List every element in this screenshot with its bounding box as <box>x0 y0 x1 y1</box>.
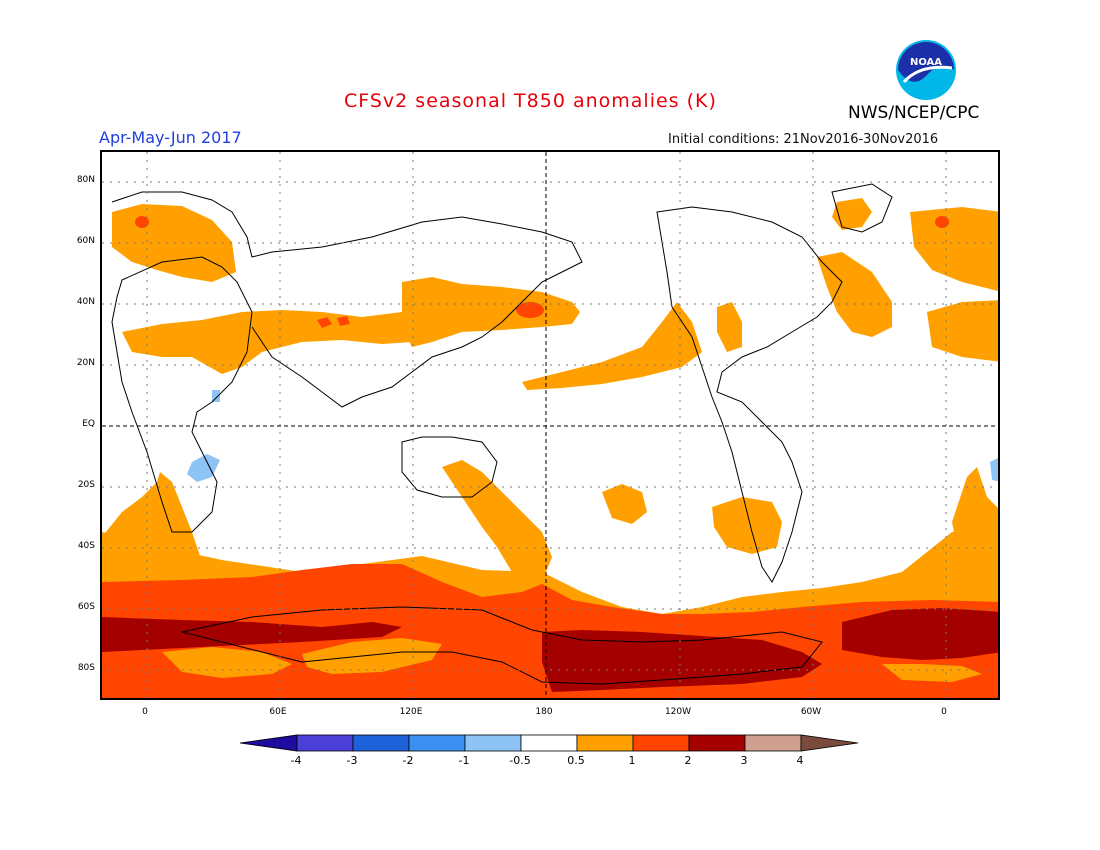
season-label: Apr-May-Jun 2017 <box>99 128 242 147</box>
lon-label: 60W <box>800 707 822 717</box>
anomaly-region <box>712 497 782 554</box>
anomaly-region <box>522 302 702 390</box>
anomaly-region <box>952 467 998 572</box>
lon-label: 180 <box>535 707 553 717</box>
anomaly-map <box>100 150 1000 700</box>
anomaly-region <box>212 390 220 402</box>
anomaly-region <box>302 638 442 674</box>
colorbar-swatch <box>576 734 634 752</box>
anomaly-region <box>442 460 552 592</box>
colorbar-swatch <box>352 734 410 752</box>
anomaly-region <box>337 316 350 326</box>
anomaly-region <box>162 647 292 678</box>
lon-label: 0 <box>941 707 947 717</box>
lat-label: EQ <box>82 419 95 429</box>
anomaly-region <box>717 302 742 352</box>
anomaly-region <box>542 630 822 692</box>
colorbar-swatch <box>688 734 746 752</box>
anomaly-region <box>882 664 982 682</box>
logo-text: NOAA <box>910 57 942 68</box>
agency-label: NWS/NCEP/CPC <box>848 103 980 123</box>
colorbar-label: -3 <box>346 754 358 767</box>
colorbar-swatch <box>296 734 354 752</box>
lat-label: 40N <box>76 297 95 307</box>
anomaly-region <box>602 484 647 524</box>
anomaly-region <box>935 216 949 228</box>
map-title: CFSv2 seasonal T850 anomalies (K) <box>344 90 717 112</box>
anomaly-region <box>402 277 580 347</box>
lat-label: 60N <box>76 236 95 246</box>
anomaly-region <box>135 216 149 228</box>
lat-label: 20S <box>77 480 95 490</box>
anomaly-region <box>990 458 998 482</box>
colorbar-label: 2 <box>684 754 692 767</box>
map-canvas <box>102 152 998 698</box>
colorbar-swatch <box>464 734 522 752</box>
anomaly-region <box>927 300 998 362</box>
anomaly-region <box>842 608 998 660</box>
lat-label: 20N <box>76 358 95 368</box>
colorbar-label: -1 <box>458 754 470 767</box>
lat-label: 80N <box>76 175 95 185</box>
lat-label: 80S <box>77 663 95 673</box>
colorbar-label: -4 <box>290 754 302 767</box>
equator-dateline <box>102 152 998 698</box>
anomaly-region <box>516 302 544 318</box>
lat-label: 40S <box>77 541 95 551</box>
colorbar <box>239 734 859 752</box>
anomaly-region <box>102 617 402 652</box>
anomaly-region <box>832 198 872 230</box>
lon-label: 120E <box>399 707 423 717</box>
colorbar-label: -2 <box>402 754 414 767</box>
anomaly-region <box>187 454 220 482</box>
colorbar-label: 0.5 <box>567 754 585 767</box>
colorbar-arrow-low <box>239 734 298 752</box>
lon-label: 60E <box>269 707 287 717</box>
coastlines <box>111 183 893 685</box>
lon-label: 0 <box>142 707 148 717</box>
colorbar-arrow-high <box>800 734 859 752</box>
lat-label: 60S <box>77 602 95 612</box>
colorbar-label: -0.5 <box>509 754 531 767</box>
initial-conditions-label: Initial conditions: 21Nov2016-30Nov2016 <box>668 132 939 147</box>
colorbar-label: 1 <box>628 754 636 767</box>
colorbar-swatch <box>520 734 578 752</box>
grid <box>102 152 998 698</box>
lon-label: 120W <box>664 707 692 717</box>
anomaly-region <box>910 207 998 291</box>
anomaly-region <box>817 252 892 337</box>
colorbar-swatch <box>408 734 466 752</box>
anomaly-region <box>317 317 332 328</box>
anomaly-region <box>122 310 422 374</box>
colorbar-label: 3 <box>740 754 748 767</box>
colorbar-swatch <box>632 734 690 752</box>
colorbar-label: 4 <box>796 754 804 767</box>
colorbar-swatch <box>744 734 802 752</box>
anomaly-region <box>102 472 202 582</box>
noaa-logo: NOAA <box>896 40 956 100</box>
